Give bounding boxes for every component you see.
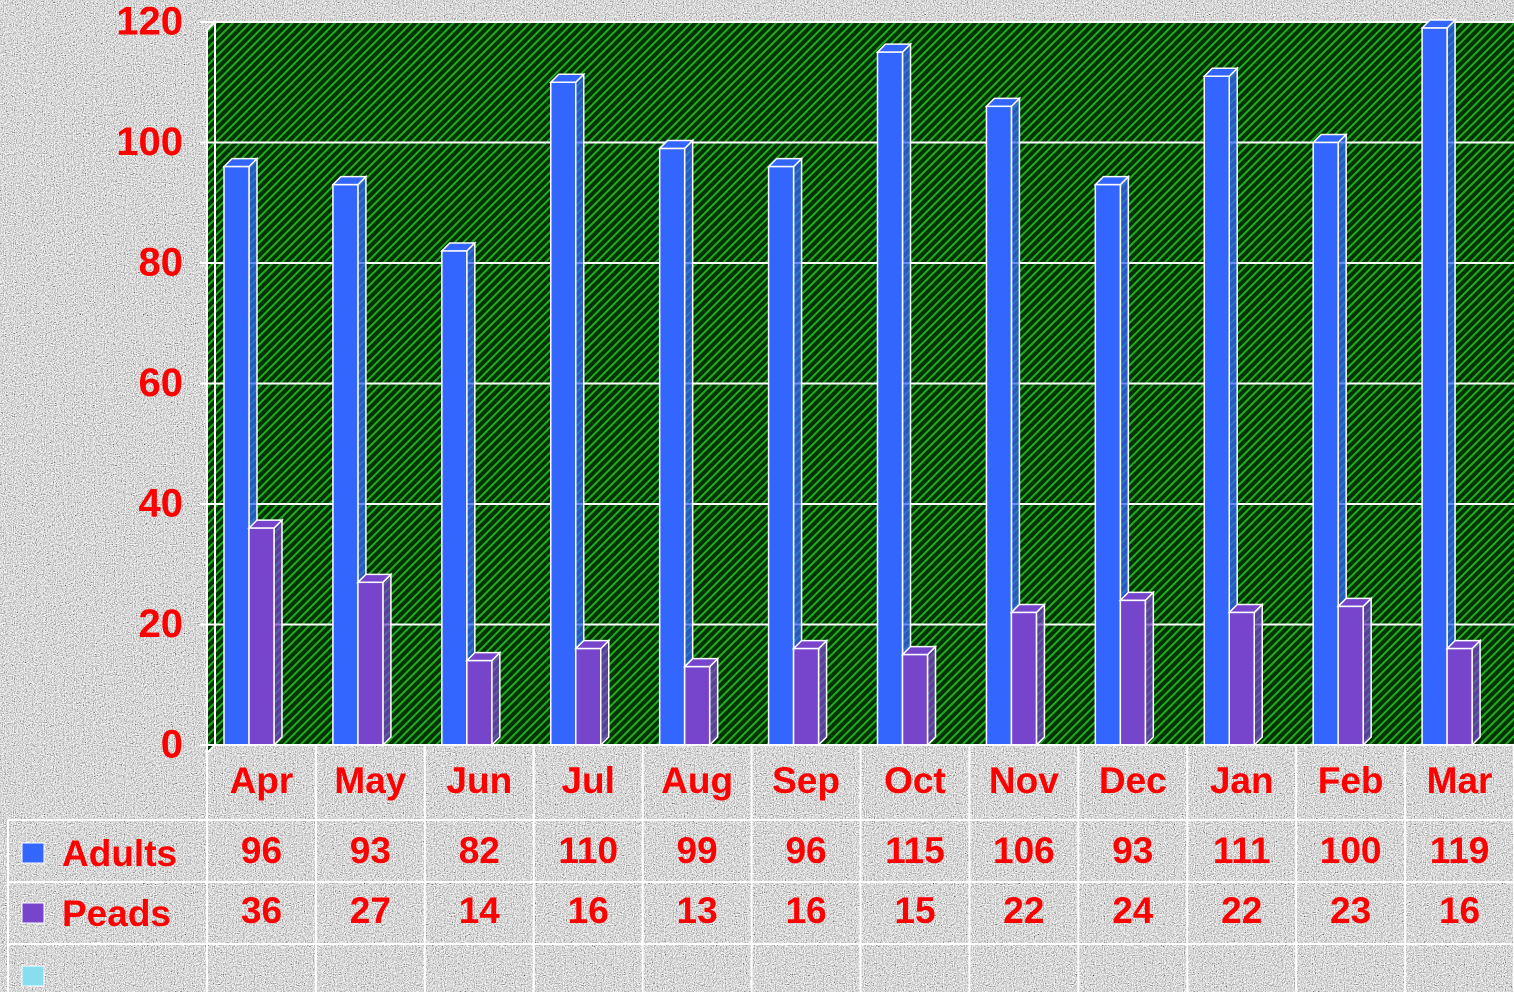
table-value: 93	[350, 830, 391, 871]
bar	[1337, 605, 1364, 746]
y-tick-label: 0	[161, 723, 183, 767]
x-tick-label: Oct	[884, 760, 946, 801]
x-tick-label: Mar	[1427, 760, 1493, 801]
table-value: 106	[993, 830, 1055, 871]
bar-side	[1362, 596, 1372, 747]
x-tick-label: Nov	[989, 760, 1059, 801]
table-value: 36	[241, 890, 282, 931]
x-tick-label: Feb	[1318, 760, 1384, 801]
bar-side	[273, 518, 283, 747]
bar	[1446, 647, 1473, 746]
legend-label: Adults	[62, 833, 177, 874]
bar	[1421, 27, 1448, 746]
table-value: 15	[894, 890, 935, 931]
y-tick-label: 60	[139, 361, 184, 405]
table-value: 99	[677, 830, 718, 871]
bar-side	[708, 656, 719, 747]
table-value: 22	[1221, 890, 1262, 931]
bar	[248, 527, 275, 746]
bar-side	[926, 644, 937, 747]
x-tick-label: Jul	[561, 760, 614, 801]
table-value: 82	[459, 830, 500, 871]
legend-label: Peads	[62, 893, 171, 934]
table-value: 100	[1320, 830, 1382, 871]
bar	[357, 581, 384, 746]
x-tick-label: Dec	[1099, 760, 1167, 801]
table-value: 22	[1003, 890, 1044, 931]
bar	[332, 183, 359, 746]
bar	[1119, 599, 1147, 746]
bar	[550, 81, 577, 746]
bar	[575, 647, 602, 746]
table-value: 111	[1213, 830, 1271, 871]
bar	[767, 165, 795, 746]
y-tick-label: 80	[139, 241, 184, 285]
x-tick-label: Aug	[661, 760, 733, 801]
legend-swatch-empty	[21, 965, 45, 987]
bar	[1203, 75, 1230, 746]
table-value: 16	[1439, 890, 1480, 931]
bar	[683, 665, 711, 746]
x-tick-label: Sep	[772, 760, 840, 801]
bar	[792, 647, 820, 746]
x-tick-label: Jun	[446, 760, 512, 801]
x-tick-label: May	[334, 760, 406, 801]
bar	[466, 659, 493, 746]
y-tick-label: 100	[116, 120, 183, 164]
bar	[1312, 141, 1339, 746]
x-tick-label: Jan	[1210, 760, 1274, 801]
table-value: 119	[1430, 830, 1490, 871]
bar-side	[1471, 638, 1481, 747]
table-value: 23	[1330, 890, 1371, 931]
table-value: 24	[1112, 890, 1154, 931]
bar-side	[1144, 590, 1155, 747]
bar-side	[1446, 18, 1456, 747]
table-value: 27	[350, 890, 391, 931]
table-value: 13	[677, 890, 718, 931]
y-tick-label: 40	[139, 482, 184, 526]
bar	[1010, 611, 1038, 746]
table-value: 93	[1112, 830, 1153, 871]
x-tick-label: Apr	[230, 760, 294, 801]
bar	[985, 105, 1013, 746]
bar-side	[1035, 602, 1046, 747]
table-value: 16	[568, 890, 609, 931]
bar	[1228, 611, 1255, 746]
bar	[1094, 183, 1122, 746]
legend-swatch	[21, 842, 45, 864]
legend-swatch	[21, 902, 45, 924]
table-value: 115	[885, 830, 945, 871]
table-value: 14	[459, 890, 501, 931]
table-value: 110	[558, 830, 618, 871]
y-tick-label: 20	[139, 602, 184, 646]
bar-side	[817, 638, 828, 747]
bar-side	[491, 650, 501, 747]
bar-side	[901, 42, 912, 747]
table-value: 96	[785, 830, 826, 871]
bar	[441, 250, 468, 746]
y-tick-label: 120	[116, 0, 183, 44]
bar-side	[600, 638, 610, 747]
bar-side	[683, 138, 694, 747]
bar	[901, 653, 929, 746]
table-value: 96	[241, 830, 282, 871]
bar	[223, 165, 250, 746]
table-value: 16	[785, 890, 826, 931]
plot-wall	[206, 19, 216, 756]
bar-side	[1253, 602, 1263, 747]
bar	[658, 147, 686, 746]
bar-side	[382, 572, 392, 747]
bar	[876, 51, 904, 746]
